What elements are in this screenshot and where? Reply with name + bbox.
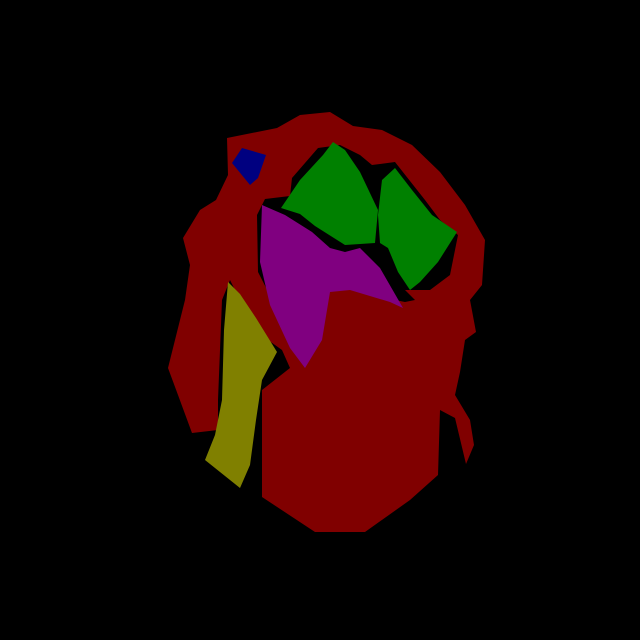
blue-region: [232, 148, 266, 185]
green-region: [281, 142, 378, 245]
purple-region: [260, 205, 403, 368]
dark-red-main-region: [168, 112, 485, 532]
olive-region: [205, 282, 277, 488]
green-region: [378, 168, 457, 290]
